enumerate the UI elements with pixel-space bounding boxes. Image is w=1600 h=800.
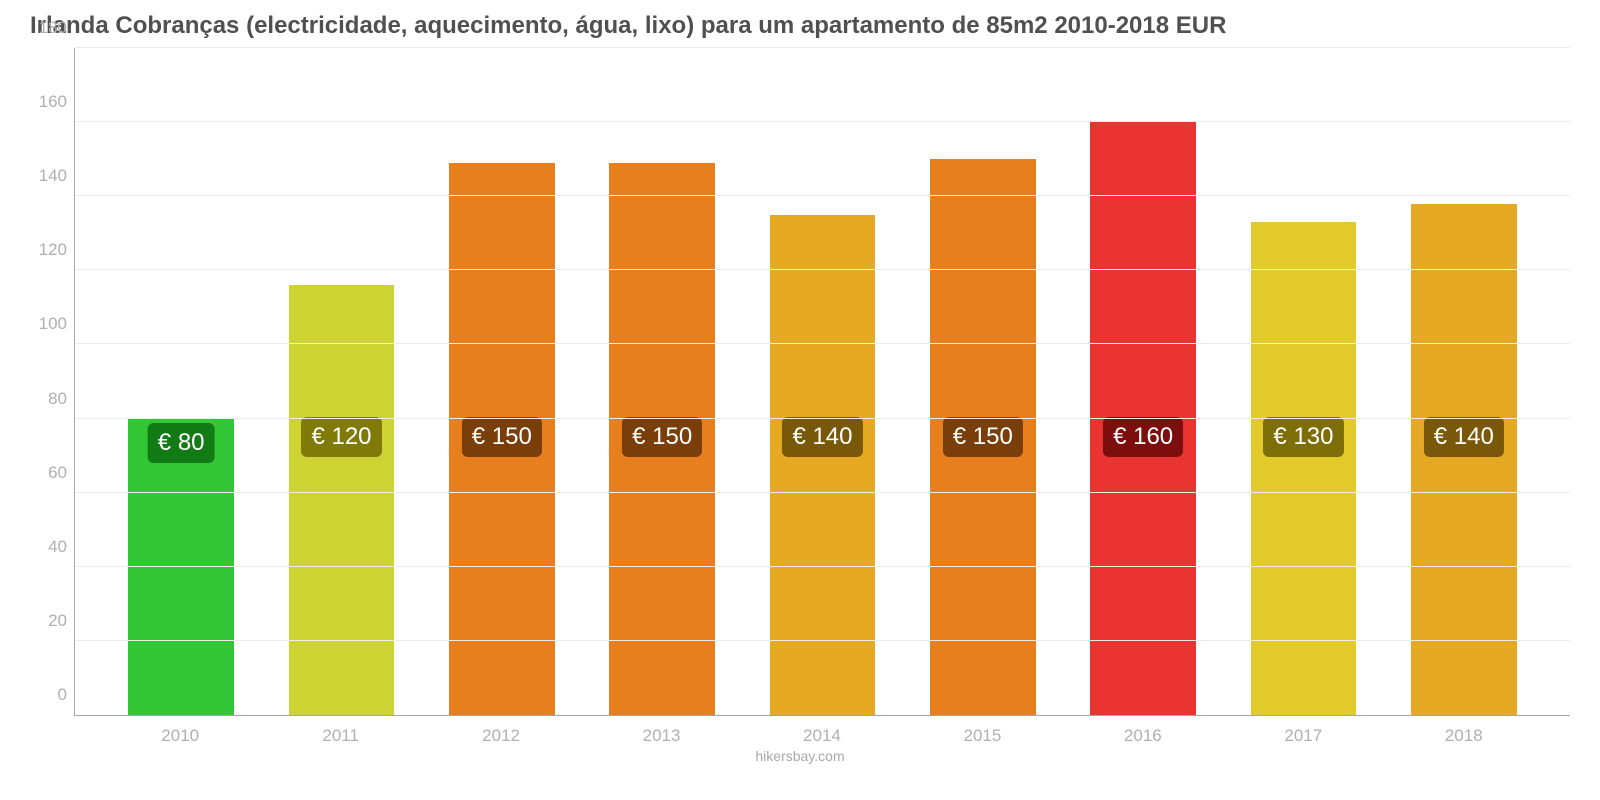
bar: € 150: [930, 159, 1036, 715]
plot-area: € 80 € 120 € 150 € 150 € 140 € 150 € 160 € 130 €…: [74, 48, 1570, 716]
bar: € 80: [128, 419, 234, 715]
value-badge: € 150: [943, 417, 1023, 457]
bar: € 140: [1411, 204, 1517, 715]
y-axis-label: 0: [27, 685, 67, 705]
grid-line: [75, 640, 1570, 641]
grid-line: [75, 566, 1570, 567]
y-axis-label: 60: [27, 463, 67, 483]
bar-slot: € 130: [1223, 48, 1383, 715]
value-badge: € 140: [1424, 417, 1504, 457]
bar: € 160: [1090, 122, 1196, 715]
bar-chart: Irlanda Cobranças (electricidade, aqueci…: [0, 0, 1600, 800]
grid-line: [75, 47, 1570, 48]
chart-footer: hikersbay.com: [30, 746, 1570, 764]
value-badge: € 120: [301, 417, 381, 457]
value-badge: € 150: [622, 417, 702, 457]
chart-title: Irlanda Cobranças (electricidade, aqueci…: [30, 12, 1570, 40]
bar: € 130: [1251, 222, 1357, 715]
y-axis-label: 20: [27, 611, 67, 631]
bar: € 120: [289, 285, 395, 715]
value-badge: € 150: [462, 417, 542, 457]
grid-line: [75, 418, 1570, 419]
x-axis-label: 2016: [1063, 726, 1223, 746]
bar-slot: € 140: [742, 48, 902, 715]
grid-line: [75, 121, 1570, 122]
x-axis-label: 2015: [902, 726, 1062, 746]
y-axis-label: 160: [27, 92, 67, 112]
y-axis-label: 40: [27, 537, 67, 557]
y-axis-label: 120: [27, 240, 67, 260]
bar-slot: € 80: [101, 48, 261, 715]
x-axis-label: 2013: [581, 726, 741, 746]
value-badge: € 160: [1103, 417, 1183, 457]
value-badge: € 80: [148, 423, 215, 463]
x-axis-labels: 201020112012201320142015201620172018: [74, 716, 1570, 746]
y-axis-label: 100: [27, 314, 67, 334]
bars-container: € 80 € 120 € 150 € 150 € 140 € 150 € 160 € 130 €…: [75, 48, 1570, 715]
bar-slot: € 160: [1063, 48, 1223, 715]
grid-line: [75, 343, 1570, 344]
bar-slot: € 150: [582, 48, 742, 715]
x-axis-label: 2014: [742, 726, 902, 746]
y-axis-label: 80: [27, 389, 67, 409]
x-axis-label: 2011: [260, 726, 420, 746]
x-axis-label: 2018: [1384, 726, 1544, 746]
bar-slot: € 140: [1384, 48, 1544, 715]
bar-slot: € 120: [261, 48, 421, 715]
y-axis-label: 140: [27, 166, 67, 186]
x-axis-label: 2010: [100, 726, 260, 746]
grid-line: [75, 269, 1570, 270]
grid-line: [75, 492, 1570, 493]
bar: € 150: [609, 163, 715, 715]
bar-slot: € 150: [422, 48, 582, 715]
value-badge: € 140: [782, 417, 862, 457]
value-badge: € 130: [1263, 417, 1343, 457]
y-axis-label: 180: [27, 18, 67, 38]
bar: € 150: [449, 163, 555, 715]
x-axis-label: 2017: [1223, 726, 1383, 746]
x-axis-label: 2012: [421, 726, 581, 746]
bar-slot: € 150: [903, 48, 1063, 715]
grid-line: [75, 195, 1570, 196]
